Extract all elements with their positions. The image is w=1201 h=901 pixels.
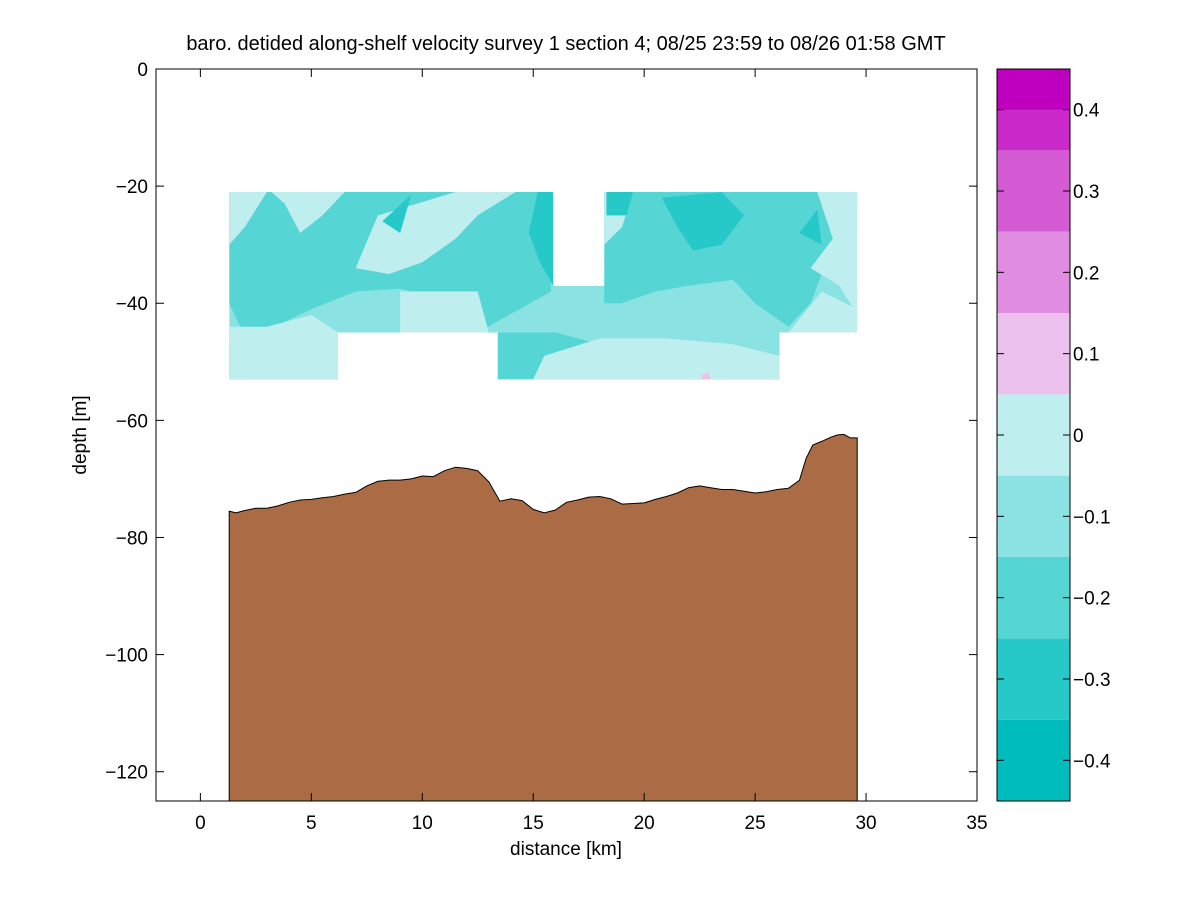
y-axis-label: depth [m]: [70, 395, 91, 474]
x-tick-label: 35: [966, 813, 987, 834]
colorbar-tick-label: 0: [1073, 426, 1084, 447]
colorbar-band: [997, 69, 1070, 110]
field-patch: [229, 192, 267, 245]
colorbar-tick-label: −0.4: [1073, 751, 1111, 772]
x-tick-label: 0: [195, 813, 206, 834]
x-tick-label: 20: [634, 813, 655, 834]
colorbar-ticks: 0.4 0.3 0.2 0.1 0 −0.1 −0.2 −0.3 −0.4: [997, 101, 1111, 772]
field-patch: [528, 192, 554, 286]
y-tick-label: 0: [137, 60, 148, 81]
field-patch: [533, 338, 780, 380]
field-patch: [271, 192, 345, 233]
x-tick-label: 5: [306, 813, 317, 834]
colorbar-tick-label: 0.3: [1073, 182, 1099, 203]
y-tick-label: −20: [116, 177, 148, 198]
bathymetry: [228, 433, 858, 802]
y-tick-label: −60: [116, 411, 148, 432]
y-tick-label: −100: [105, 646, 148, 667]
colorbar: 0.4 0.3 0.2 0.1 0 −0.1 −0.2 −0.3 −0.4: [996, 68, 1111, 802]
y-tick-label: −120: [105, 763, 148, 784]
field-patch: [701, 372, 711, 380]
y-axis: 0 −20 −40 −60 −80 −100 −120: [105, 60, 977, 784]
colorbar-tick-label: −0.3: [1073, 670, 1111, 691]
colorbar-band: [997, 231, 1070, 313]
field-patch: [229, 315, 338, 380]
field-patch: [810, 192, 858, 315]
field-patch: [799, 209, 822, 245]
field-patch: [788, 291, 858, 333]
y-tick-label: −40: [116, 294, 148, 315]
field-patch: [606, 192, 634, 216]
x-tick-label: 15: [523, 813, 544, 834]
x-axis-label: distance [km]: [510, 839, 622, 860]
field-patch: [604, 192, 858, 327]
colorbar-band: [997, 475, 1070, 557]
colorbar-band: [997, 719, 1070, 801]
colorbar-band: [997, 394, 1070, 476]
x-tick-label: 25: [745, 813, 766, 834]
plot-frame: [155, 68, 978, 802]
seabed: [228, 433, 858, 802]
x-axis: 0 5 10 15 20 25 30 35: [195, 69, 988, 834]
colorbar-tick-label: 0.1: [1073, 345, 1099, 366]
field-patch: [661, 192, 744, 251]
plot-area: 0 5 10 15 20 25 30 35 0 −20 −40 −60 −80 −100 −120: [105, 60, 987, 834]
field-patch: [382, 194, 412, 233]
colorbar-tick-label: −0.2: [1073, 589, 1111, 610]
chart-title: baro. detided along-shelf velocity surve…: [186, 33, 945, 55]
colorbar-tick-label: 0.2: [1073, 263, 1099, 284]
y-tick-label: −80: [116, 528, 148, 549]
colorbar-tick-label: −0.1: [1073, 507, 1111, 528]
velocity-field: [229, 192, 858, 380]
colorbar-band: [997, 150, 1070, 232]
colorbar-band: [997, 638, 1070, 720]
x-tick-label: 10: [412, 813, 433, 834]
colorbar-tick-label: 0.4: [1073, 101, 1100, 122]
x-tick-label: 30: [855, 813, 876, 834]
colorbar-band: [997, 557, 1070, 639]
colorbar-bands: [997, 69, 1070, 801]
field-patch: [400, 291, 489, 333]
colorbar-band: [997, 313, 1070, 395]
